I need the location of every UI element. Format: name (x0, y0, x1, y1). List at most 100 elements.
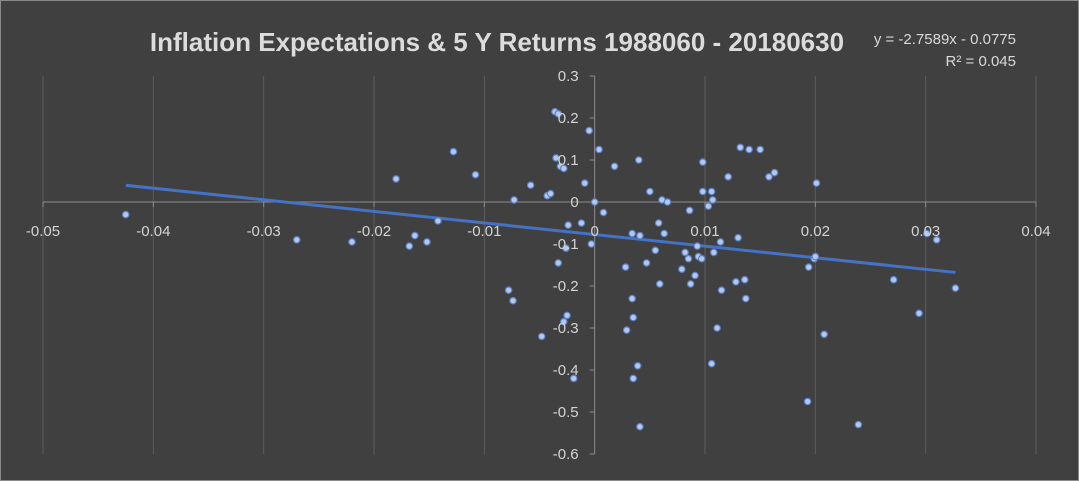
data-point (713, 324, 721, 332)
data-point (559, 164, 568, 173)
data-point (510, 196, 518, 204)
data-point (812, 179, 821, 187)
x-tick-label: 0 (590, 223, 598, 240)
data-point (663, 198, 672, 206)
x-tick-label: -0.04 (136, 223, 170, 240)
data-point (509, 296, 517, 305)
data-point (595, 145, 603, 154)
data-point (734, 233, 742, 242)
data-point (717, 286, 726, 295)
data-point (691, 271, 699, 280)
data-point (537, 332, 546, 341)
y-tick-label: -0.1 (553, 236, 579, 253)
data-point (449, 147, 458, 156)
trendline-equation: y = -2.7589x - 0.0775 (874, 31, 1016, 48)
data-point (693, 242, 702, 250)
data-point (634, 156, 643, 164)
x-tick-label: 0.01 (690, 223, 719, 240)
data-point (504, 286, 513, 295)
data-point (610, 162, 619, 171)
data-point (621, 263, 630, 271)
data-point (655, 280, 664, 288)
data-point (698, 158, 707, 166)
data-point (698, 187, 707, 196)
data-point (636, 231, 644, 240)
data-point (633, 361, 642, 370)
data-point (554, 110, 563, 118)
data-point (629, 313, 638, 322)
x-tick-label: -0.02 (357, 223, 391, 240)
y-tick-label: 0.3 (558, 68, 579, 85)
data-point (803, 397, 812, 406)
chart-title: Inflation Expectations & 5 Y Returns 198… (150, 27, 844, 57)
data-point (704, 202, 713, 211)
data-point (434, 217, 442, 225)
y-tick-label: -0.3 (553, 320, 579, 337)
data-point (770, 168, 779, 177)
data-point (559, 317, 568, 326)
data-point (708, 196, 717, 204)
data-point (922, 229, 931, 238)
data-point (684, 254, 693, 263)
data-point (710, 248, 718, 257)
data-point (732, 277, 740, 286)
data-point (552, 154, 560, 162)
x-tick-label: 0.03 (911, 223, 940, 240)
data-point (629, 374, 638, 383)
y-tick-label: -0.2 (553, 278, 579, 295)
data-point (646, 187, 654, 196)
y-tick-label: 0 (570, 194, 578, 211)
data-points (121, 107, 960, 431)
data-point (915, 309, 923, 318)
data-point (686, 280, 695, 288)
data-point (804, 263, 813, 271)
data-point (736, 143, 745, 152)
data-point (546, 189, 555, 198)
data-point (651, 246, 660, 255)
data-point (951, 284, 960, 292)
data-point (622, 326, 631, 334)
data-point (724, 173, 732, 181)
data-point (628, 229, 636, 238)
data-point (392, 175, 400, 183)
data-point (707, 359, 716, 368)
data-point (889, 275, 898, 284)
data-point (554, 259, 563, 267)
x-tick-label: -0.01 (467, 223, 501, 240)
data-point (678, 265, 686, 274)
data-point (765, 173, 773, 181)
data-point (585, 126, 593, 135)
data-point (564, 221, 572, 229)
data-point (681, 248, 689, 257)
data-point (660, 229, 668, 238)
data-point (121, 210, 130, 219)
y-tick-label: -0.4 (553, 362, 579, 379)
data-point (707, 187, 716, 196)
data-point (740, 275, 749, 284)
data-point (742, 294, 750, 303)
data-point (697, 254, 706, 263)
x-tick-label: 0.02 (801, 223, 830, 240)
data-point (577, 219, 586, 227)
data-point (745, 145, 753, 154)
gridlines (42, 76, 1037, 454)
data-point (348, 238, 356, 246)
data-point (654, 219, 663, 227)
data-point (569, 374, 578, 383)
x-tick-label: -0.05 (26, 223, 60, 240)
data-point (563, 311, 571, 320)
y-tick-label: 0.1 (558, 152, 579, 169)
data-point (628, 294, 636, 303)
data-point (590, 198, 599, 206)
data-point (642, 259, 651, 267)
data-point (854, 420, 863, 429)
data-point (471, 170, 480, 179)
data-point (685, 206, 694, 215)
data-point (411, 231, 419, 240)
data-point (716, 238, 725, 246)
data-point (423, 238, 431, 246)
y-tick-label: 0.2 (558, 110, 579, 127)
y-tick-label: -0.6 (553, 446, 579, 463)
